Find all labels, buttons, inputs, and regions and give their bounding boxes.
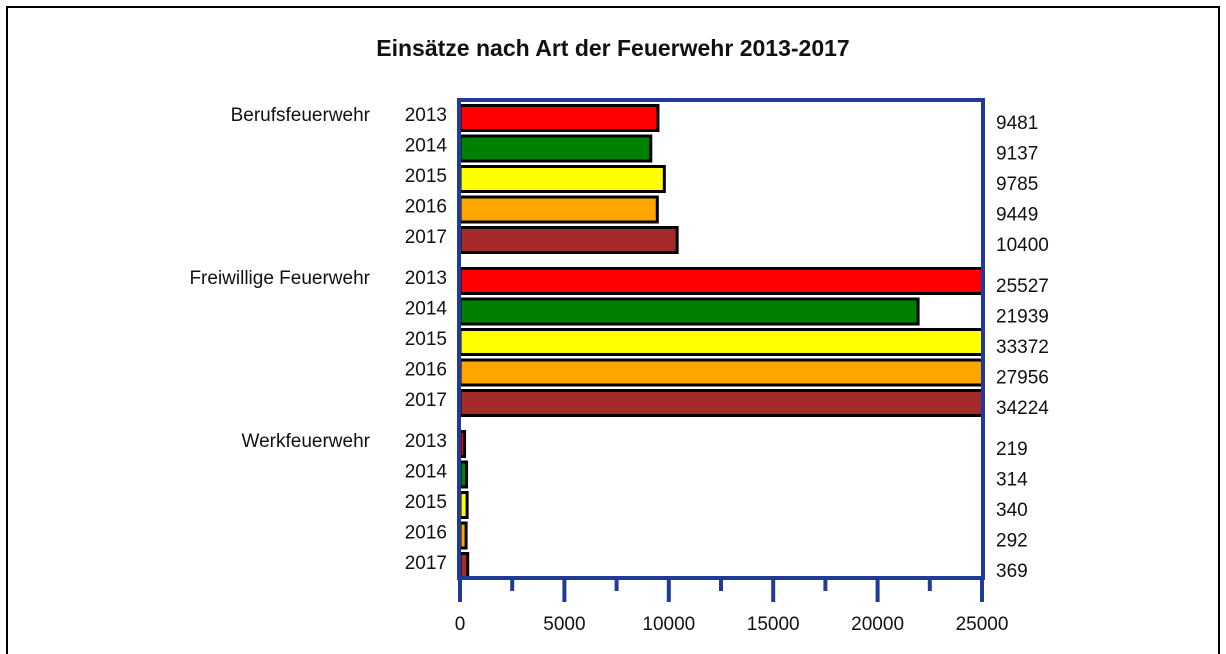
bar <box>458 297 920 326</box>
bar <box>458 165 666 193</box>
year-label: 2016 <box>405 523 447 544</box>
x-tick-label: 10000 <box>642 614 695 635</box>
year-label: 2017 <box>405 553 447 574</box>
value-label: 369 <box>996 561 1028 582</box>
value-label: 33372 <box>996 337 1049 358</box>
year-label: 2016 <box>405 197 447 218</box>
x-tick-label: 25000 <box>956 614 1009 635</box>
value-label: 9449 <box>996 205 1038 226</box>
bar <box>458 134 653 163</box>
x-tick-label: 15000 <box>747 614 800 635</box>
year-label: 2017 <box>405 227 447 248</box>
bar <box>458 491 469 519</box>
category-label: Freiwillige Feuerwehr <box>189 268 370 289</box>
value-label: 27956 <box>996 368 1049 389</box>
bar <box>458 358 984 387</box>
category-label: Berufsfeuerwehr <box>231 105 371 126</box>
value-label: 340 <box>996 500 1028 521</box>
year-label: 2016 <box>405 360 447 381</box>
x-tick-label: 5000 <box>543 614 585 635</box>
year-label: 2015 <box>405 492 447 513</box>
value-label: 219 <box>996 439 1028 460</box>
value-label: 25527 <box>996 276 1049 297</box>
year-label: 2014 <box>405 136 448 157</box>
value-label: 9785 <box>996 174 1038 195</box>
value-label: 10400 <box>996 235 1049 256</box>
chart-title: Einsätze nach Art der Feuerwehr 2013-201… <box>376 35 849 61</box>
year-label: 2015 <box>405 166 447 187</box>
year-label: 2017 <box>405 390 447 411</box>
bar <box>458 328 984 356</box>
value-label: 314 <box>996 470 1028 491</box>
year-label: 2014 <box>405 299 448 320</box>
value-label: 21939 <box>996 307 1049 328</box>
value-label: 9481 <box>996 113 1038 134</box>
bars <box>458 104 984 580</box>
year-label: 2014 <box>405 462 448 483</box>
x-tick-label: 20000 <box>851 614 904 635</box>
value-label: 34224 <box>996 398 1049 419</box>
category-label: Werkfeuerwehr <box>242 431 371 452</box>
year-label: 2013 <box>405 268 447 289</box>
bar <box>458 267 984 295</box>
year-label: 2013 <box>405 431 447 452</box>
value-label: 292 <box>996 531 1028 552</box>
year-label: 2013 <box>405 105 447 126</box>
x-tick-label: 0 <box>455 614 466 635</box>
bar <box>458 104 660 132</box>
outer-border <box>6 6 1220 654</box>
bar <box>458 195 659 224</box>
bar <box>458 226 679 254</box>
bar <box>458 552 470 580</box>
bar <box>458 389 984 417</box>
year-label: 2015 <box>405 329 447 350</box>
value-label: 9137 <box>996 144 1038 165</box>
